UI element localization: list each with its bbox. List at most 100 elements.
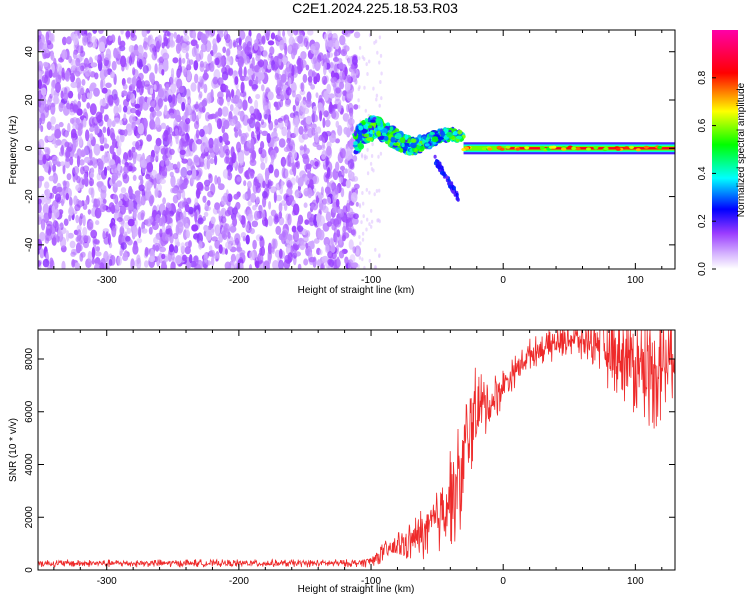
noise-speckle	[217, 77, 224, 86]
noise-speckle	[99, 146, 105, 152]
noise-speckle	[358, 56, 361, 61]
noise-speckle	[148, 256, 156, 263]
noise-speckle	[194, 120, 200, 130]
noise-speckle	[51, 79, 56, 89]
noise-speckle	[350, 192, 358, 203]
noise-speckle	[361, 154, 364, 159]
noise-speckle	[357, 87, 360, 92]
noise-speckle	[248, 98, 253, 104]
noise-speckle	[359, 241, 362, 246]
noise-speckle	[194, 211, 198, 223]
noise-speckle	[257, 59, 264, 68]
noise-speckle	[125, 235, 131, 242]
chart-title: C2E1.2024.225.18.53.R03	[292, 0, 458, 16]
noise-speckle	[233, 205, 238, 217]
noise-speckle	[236, 212, 240, 218]
noise-speckle	[202, 195, 207, 203]
noise-speckle	[216, 118, 222, 130]
noise-speckle	[83, 156, 91, 164]
noise-speckle	[126, 126, 133, 136]
noise-speckle	[168, 202, 172, 212]
spectrogram-x-axis-label: Height of straight line (km)	[298, 285, 415, 296]
noise-speckle	[168, 40, 176, 48]
steady-line-blob	[539, 146, 545, 150]
noise-speckle	[284, 169, 289, 178]
noise-speckle	[335, 244, 339, 255]
noise-speckle	[48, 69, 53, 79]
noise-speckle	[338, 170, 342, 178]
noise-speckle	[69, 156, 74, 166]
noise-speckle	[175, 255, 182, 265]
steady-line-blob	[487, 147, 493, 151]
noise-speckle	[65, 180, 70, 189]
noise-speckle	[339, 35, 346, 46]
noise-speckle	[295, 160, 300, 169]
noise-speckle	[74, 204, 81, 212]
noise-speckle	[75, 242, 82, 254]
y-tick-label: -40	[24, 237, 35, 252]
noise-speckle	[222, 233, 228, 241]
noise-speckle	[261, 130, 269, 136]
noise-speckle	[300, 82, 305, 92]
noise-speckle	[124, 231, 128, 238]
noise-speckle	[79, 213, 84, 220]
noise-speckle	[243, 66, 247, 78]
noise-speckle	[49, 32, 55, 42]
noise-speckle	[291, 90, 296, 98]
noise-speckle	[285, 244, 291, 255]
noise-speckle	[214, 144, 219, 155]
spectrogram-plot-area	[38, 30, 675, 269]
noise-speckle	[217, 107, 223, 117]
noise-speckle	[234, 130, 239, 138]
signal-blob	[437, 164, 441, 169]
noise-speckle	[358, 255, 362, 260]
noise-speckle	[179, 149, 186, 156]
noise-speckle	[217, 183, 225, 191]
steady-line-blob	[464, 146, 470, 150]
noise-speckle	[305, 98, 312, 108]
signal-blob	[446, 131, 453, 138]
noise-speckle	[123, 215, 131, 222]
noise-speckle	[93, 143, 101, 156]
noise-speckle	[211, 236, 218, 242]
noise-speckle	[258, 147, 263, 155]
noise-speckle	[143, 41, 149, 51]
noise-speckle	[236, 141, 242, 153]
noise-speckle	[176, 241, 181, 247]
noise-speckle	[146, 134, 153, 142]
noise-speckle	[249, 168, 254, 177]
noise-speckle	[335, 87, 341, 94]
noise-speckle	[150, 169, 158, 180]
noise-speckle	[357, 104, 361, 109]
noise-speckle	[102, 198, 107, 204]
noise-speckle	[348, 190, 352, 203]
noise-speckle	[334, 39, 340, 50]
noise-speckle	[243, 146, 250, 156]
noise-speckle	[335, 161, 340, 172]
noise-speckle	[238, 66, 243, 78]
noise-speckle	[299, 89, 306, 96]
noise-speckle	[347, 158, 355, 169]
noise-speckle	[334, 64, 338, 73]
noise-speckle	[85, 129, 90, 142]
noise-speckle	[180, 212, 184, 220]
signal-blob	[383, 136, 389, 141]
noise-speckle	[187, 96, 192, 106]
noise-speckle	[327, 259, 333, 265]
noise-speckle	[334, 185, 340, 195]
noise-speckle	[136, 238, 143, 244]
noise-speckle	[178, 200, 183, 211]
signal-blob	[367, 125, 373, 129]
signal-blob	[375, 118, 382, 124]
colorbar-tick-label: 0.6	[697, 118, 708, 132]
noise-speckle	[120, 55, 127, 68]
noise-speckle	[185, 229, 190, 239]
noise-speckle	[309, 179, 314, 187]
noise-speckle	[162, 131, 169, 142]
noise-speckle	[348, 239, 354, 250]
noise-speckle	[120, 187, 127, 194]
noise-speckle	[89, 126, 95, 133]
signal-blob	[404, 134, 409, 141]
steady-line-blob	[603, 146, 609, 151]
noise-speckle	[184, 149, 191, 157]
